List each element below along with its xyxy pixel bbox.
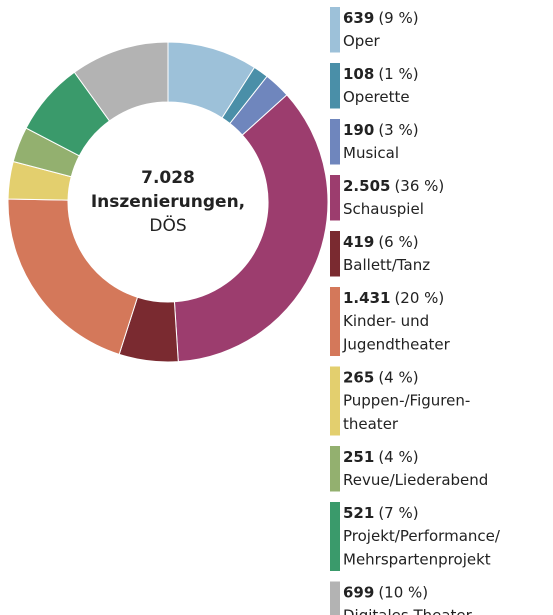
legend-value-number: 639 bbox=[343, 9, 374, 27]
legend-value: 251 (4 %) bbox=[343, 448, 419, 466]
donut-slice bbox=[7, 198, 139, 355]
legend-value-number: 190 bbox=[343, 121, 374, 139]
legend-label: Revue/Liederabend bbox=[343, 471, 488, 489]
center-label: DÖS bbox=[149, 214, 186, 236]
legend-label: Projekt/Performance/ bbox=[343, 527, 501, 545]
legend-swatch bbox=[330, 63, 340, 109]
legend-share: (1 %) bbox=[378, 65, 418, 83]
legend-value: 1.431 (20 %) bbox=[343, 289, 444, 307]
legend-value: 521 (7 %) bbox=[343, 504, 419, 522]
legend-label: Mehrspartenprojekt bbox=[343, 551, 491, 569]
legend-share: (3 %) bbox=[378, 121, 418, 139]
legend-share: (4 %) bbox=[378, 448, 418, 466]
center-total: 7.028 bbox=[141, 168, 195, 188]
legend-swatch bbox=[330, 446, 340, 492]
legend-label: Puppen-/Figuren- bbox=[343, 392, 470, 410]
legend-share: (36 %) bbox=[394, 177, 444, 195]
legend-label: Oper bbox=[343, 32, 381, 50]
legend-value: 2.505 (36 %) bbox=[343, 177, 444, 195]
legend-swatch bbox=[330, 119, 340, 165]
legend-swatch bbox=[330, 581, 340, 615]
legend-value-number: 108 bbox=[343, 65, 374, 83]
legend-swatch bbox=[330, 175, 340, 221]
legend-label: Operette bbox=[343, 88, 410, 106]
legend-swatch bbox=[330, 231, 340, 277]
legend-value: 265 (4 %) bbox=[343, 368, 419, 386]
legend-swatch bbox=[330, 366, 340, 436]
legend-value-number: 521 bbox=[343, 504, 374, 522]
legend-value: 108 (1 %) bbox=[343, 65, 419, 83]
legend-value-number: 1.431 bbox=[343, 289, 390, 307]
legend-label: Kinder- und bbox=[343, 312, 429, 330]
legend-value-number: 265 bbox=[343, 368, 374, 386]
legend-share: (7 %) bbox=[378, 504, 418, 522]
legend-label: Jugendtheater bbox=[342, 336, 451, 354]
legend-label: Digitales Theater bbox=[343, 607, 473, 615]
legend-value: 639 (9 %) bbox=[343, 9, 419, 27]
legend-share: (4 %) bbox=[378, 368, 418, 386]
legend-share: (20 %) bbox=[394, 289, 444, 307]
legend-label: theater bbox=[343, 415, 399, 433]
legend-label: Ballett/Tanz bbox=[343, 256, 430, 274]
legend-label: Musical bbox=[343, 144, 399, 162]
legend-value-number: 699 bbox=[343, 583, 374, 601]
legend-value: 419 (6 %) bbox=[343, 233, 419, 251]
legend-value-number: 419 bbox=[343, 233, 374, 251]
legend-value: 699 (10 %) bbox=[343, 583, 428, 601]
donut-slice bbox=[73, 41, 169, 122]
legend-value: 190 (3 %) bbox=[343, 121, 419, 139]
legend-label: Schauspiel bbox=[343, 200, 424, 218]
legend-swatch bbox=[330, 287, 340, 356]
legend-swatch bbox=[330, 7, 340, 53]
legend-value-number: 251 bbox=[343, 448, 374, 466]
legend-swatch bbox=[330, 502, 340, 571]
legend-share: (10 %) bbox=[378, 583, 428, 601]
legend-value-number: 2.505 bbox=[343, 177, 390, 195]
center-label: Inszenierungen, bbox=[91, 192, 245, 212]
legend-share: (9 %) bbox=[378, 9, 418, 27]
donut-slice bbox=[173, 94, 329, 363]
legend-share: (6 %) bbox=[378, 233, 418, 251]
